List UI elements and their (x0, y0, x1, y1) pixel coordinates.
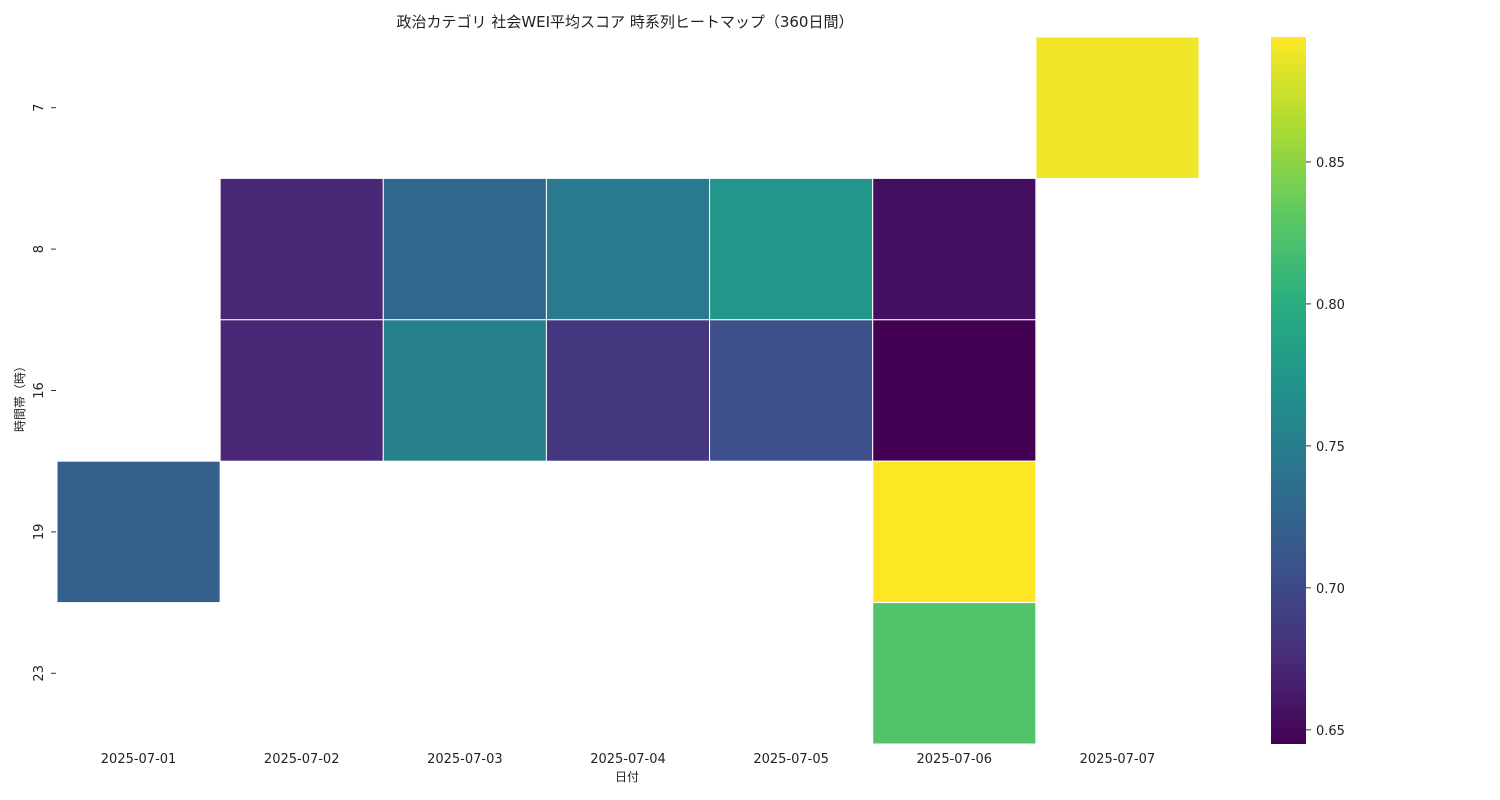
heatmap-cells (56, 36, 1200, 745)
colorbar-tick-label: 0.65 (1316, 724, 1345, 739)
heatmap-cell (872, 460, 1037, 604)
y-tick-label: 8 (32, 245, 47, 253)
heatmap-cell (219, 177, 384, 321)
colorbar-tick-label: 0.70 (1316, 582, 1345, 597)
heatmap-cell (709, 177, 874, 321)
heatmap-cell (872, 177, 1037, 321)
heatmap-cell (56, 460, 221, 604)
heatmap-cell (545, 177, 711, 321)
x-axis: 2025-07-01 2025-07-02 2025-07-03 2025-07-04… (101, 752, 1155, 767)
y-axis: 7 8 16 19 23 (32, 104, 56, 682)
colorbar-axis: 0.65 0.70 0.75 0.80 0.85 (1306, 156, 1345, 739)
heatmap-cell (709, 319, 874, 462)
heatmap-cell (219, 319, 384, 462)
heatmap-cell (872, 319, 1037, 462)
x-axis-title: 日付 (615, 770, 639, 784)
colorbar-tick-label: 0.75 (1316, 440, 1345, 455)
colorbar-tick-label: 0.85 (1316, 156, 1345, 171)
x-tick-label: 2025-07-04 (590, 752, 666, 767)
heatmap-cell (382, 177, 547, 321)
heatmap-cell (1035, 36, 1200, 179)
x-tick-label: 2025-07-05 (753, 752, 829, 767)
x-tick-label: 2025-07-03 (427, 752, 503, 767)
x-tick-label: 2025-07-02 (264, 752, 340, 767)
heatmap-cell (872, 602, 1037, 745)
heatmap-cell (545, 319, 711, 462)
y-tick-label: 7 (32, 104, 47, 112)
x-tick-label: 2025-07-06 (917, 752, 993, 767)
y-tick-label: 23 (32, 665, 47, 682)
y-axis-title: 時間帯（時） (13, 360, 27, 432)
colorbar-tick-label: 0.80 (1316, 298, 1345, 313)
chart-title: 政治カテゴリ 社会WEI平均スコア 時系列ヒートマップ（360日間） (397, 13, 854, 31)
colorbar (1271, 37, 1306, 744)
y-tick-label: 19 (32, 524, 47, 541)
x-tick-label: 2025-07-07 (1080, 752, 1156, 767)
heatmap-cell (382, 319, 547, 462)
y-tick-label: 16 (32, 382, 47, 399)
x-tick-label: 2025-07-01 (101, 752, 177, 767)
